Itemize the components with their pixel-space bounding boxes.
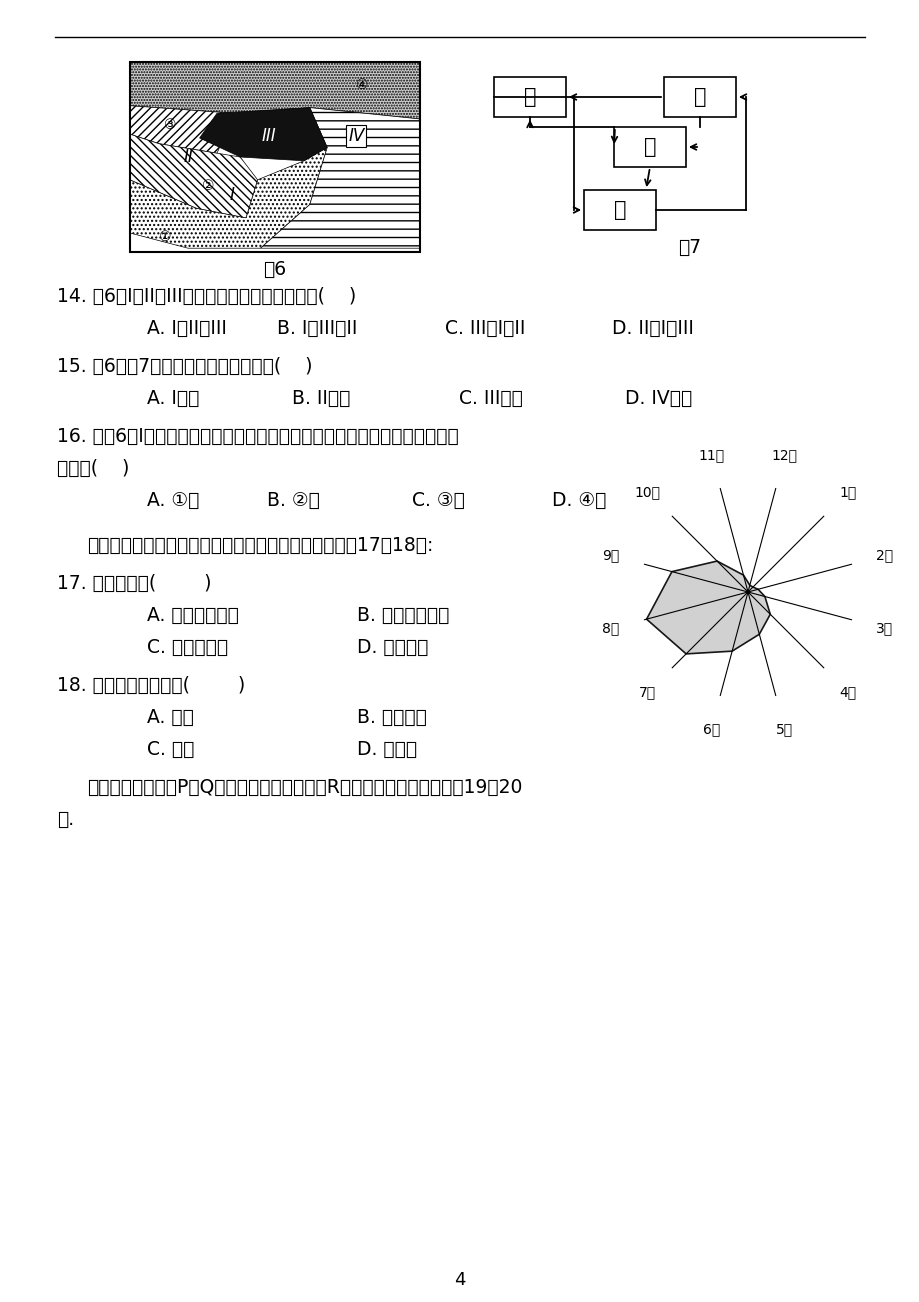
Text: B. II一丁: B. II一丁: [291, 389, 350, 408]
Polygon shape: [130, 147, 327, 249]
Text: D. 高寒地带: D. 高寒地带: [357, 638, 428, 658]
Text: 甲: 甲: [523, 87, 536, 107]
Bar: [664, 77, 735, 117]
Bar: [584, 190, 655, 230]
Text: 丁: 丁: [613, 201, 626, 220]
Text: 下图为我国某河流的年径流量变化示意图。读图，回答17～18题:: 下图为我国某河流的年径流量变化示意图。读图，回答17～18题:: [87, 536, 433, 555]
Text: D. II、I、III: D. II、I、III: [611, 319, 693, 339]
Text: D. IV一甲: D. IV一甲: [624, 389, 691, 408]
Text: B. ②处: B. ②处: [267, 491, 320, 510]
Text: C. III一丙: C. III一丙: [459, 389, 522, 408]
Text: 4: 4: [454, 1271, 465, 1289]
Text: D. ④处: D. ④处: [551, 491, 606, 510]
Text: A. ①处: A. ①处: [147, 491, 199, 510]
Text: IV: IV: [347, 128, 364, 145]
Text: 图7: 图7: [677, 238, 701, 256]
Text: C. ③处: C. ③处: [412, 491, 464, 510]
Text: A. 珠江: A. 珠江: [147, 708, 194, 727]
Text: A. I、II、III: A. I、II、III: [147, 319, 227, 339]
Text: B. I、III、II: B. I、III、II: [277, 319, 357, 339]
Text: 11月: 11月: [698, 448, 723, 462]
Text: C. 温带季风区: C. 温带季风区: [147, 638, 228, 658]
Text: 10月: 10月: [634, 484, 660, 499]
Text: 12月: 12月: [771, 448, 797, 462]
Polygon shape: [260, 108, 420, 249]
Text: C. 淮河: C. 淮河: [147, 740, 194, 759]
Text: II: II: [183, 148, 193, 165]
Bar: [494, 77, 565, 117]
Text: 8月: 8月: [602, 621, 619, 635]
Polygon shape: [646, 561, 769, 654]
Text: A. I一乙: A. I一乙: [147, 389, 199, 408]
Text: 3月: 3月: [876, 621, 892, 635]
Text: 1月: 1月: [839, 484, 856, 499]
Text: 5月: 5月: [776, 721, 792, 736]
Text: 7月: 7月: [639, 685, 655, 699]
Text: 4月: 4月: [839, 685, 856, 699]
Text: 水的是(    ): 水的是( ): [57, 460, 130, 478]
Text: ③: ③: [165, 117, 176, 132]
Text: D. 松花江: D. 松花江: [357, 740, 416, 759]
Polygon shape: [130, 134, 257, 217]
Text: 9月: 9月: [602, 548, 619, 562]
Text: I: I: [229, 186, 233, 204]
Bar: [613, 128, 686, 167]
Bar: [130, 62, 420, 253]
Text: 丙: 丙: [643, 137, 655, 158]
Text: 题.: 题.: [57, 810, 74, 829]
Text: 14. 图6中I、II、III三处岩石由老到新的顺序是(    ): 14. 图6中I、II、III三处岩石由老到新的顺序是( ): [57, 286, 356, 306]
Text: 6月: 6月: [702, 721, 720, 736]
Bar: [130, 62, 420, 253]
Text: B. 我国西北地区: B. 我国西北地区: [357, 605, 448, 625]
Text: 17. 该河流位于(        ): 17. 该河流位于( ): [57, 574, 211, 592]
Text: 2月: 2月: [876, 548, 892, 562]
Text: 图6: 图6: [263, 260, 286, 279]
Text: ①: ①: [158, 229, 171, 243]
Text: III: III: [262, 128, 277, 145]
Polygon shape: [130, 62, 420, 118]
Text: ②: ②: [202, 178, 214, 193]
Text: 读某区域图，图中P、Q为河流的两个水文站，R为河流的一条支流，回答19～20: 读某区域图，图中P、Q为河流的两个水文站，R为河流的一条支流，回答19～20: [87, 779, 522, 797]
Polygon shape: [199, 108, 327, 161]
Text: 乙: 乙: [693, 87, 706, 107]
Polygon shape: [130, 105, 234, 154]
Text: 16. 若图6中I岩层为隔水层，其他沉积岩层均为透水层，则最有可能存在地下: 16. 若图6中I岩层为隔水层，其他沉积岩层均为透水层，则最有可能存在地下: [57, 427, 459, 447]
Text: B. 塔里木河: B. 塔里木河: [357, 708, 426, 727]
Text: A. 亚热带季风区: A. 亚热带季风区: [147, 605, 239, 625]
Text: ④: ④: [356, 78, 368, 92]
Text: C. III、I、II: C. III、I、II: [445, 319, 525, 339]
Text: 18. 该河流最有可能是(        ): 18. 该河流最有可能是( ): [57, 676, 245, 695]
Text: 15. 图6与图7中岩石类型对应正确的是(    ): 15. 图6与图7中岩石类型对应正确的是( ): [57, 357, 312, 376]
